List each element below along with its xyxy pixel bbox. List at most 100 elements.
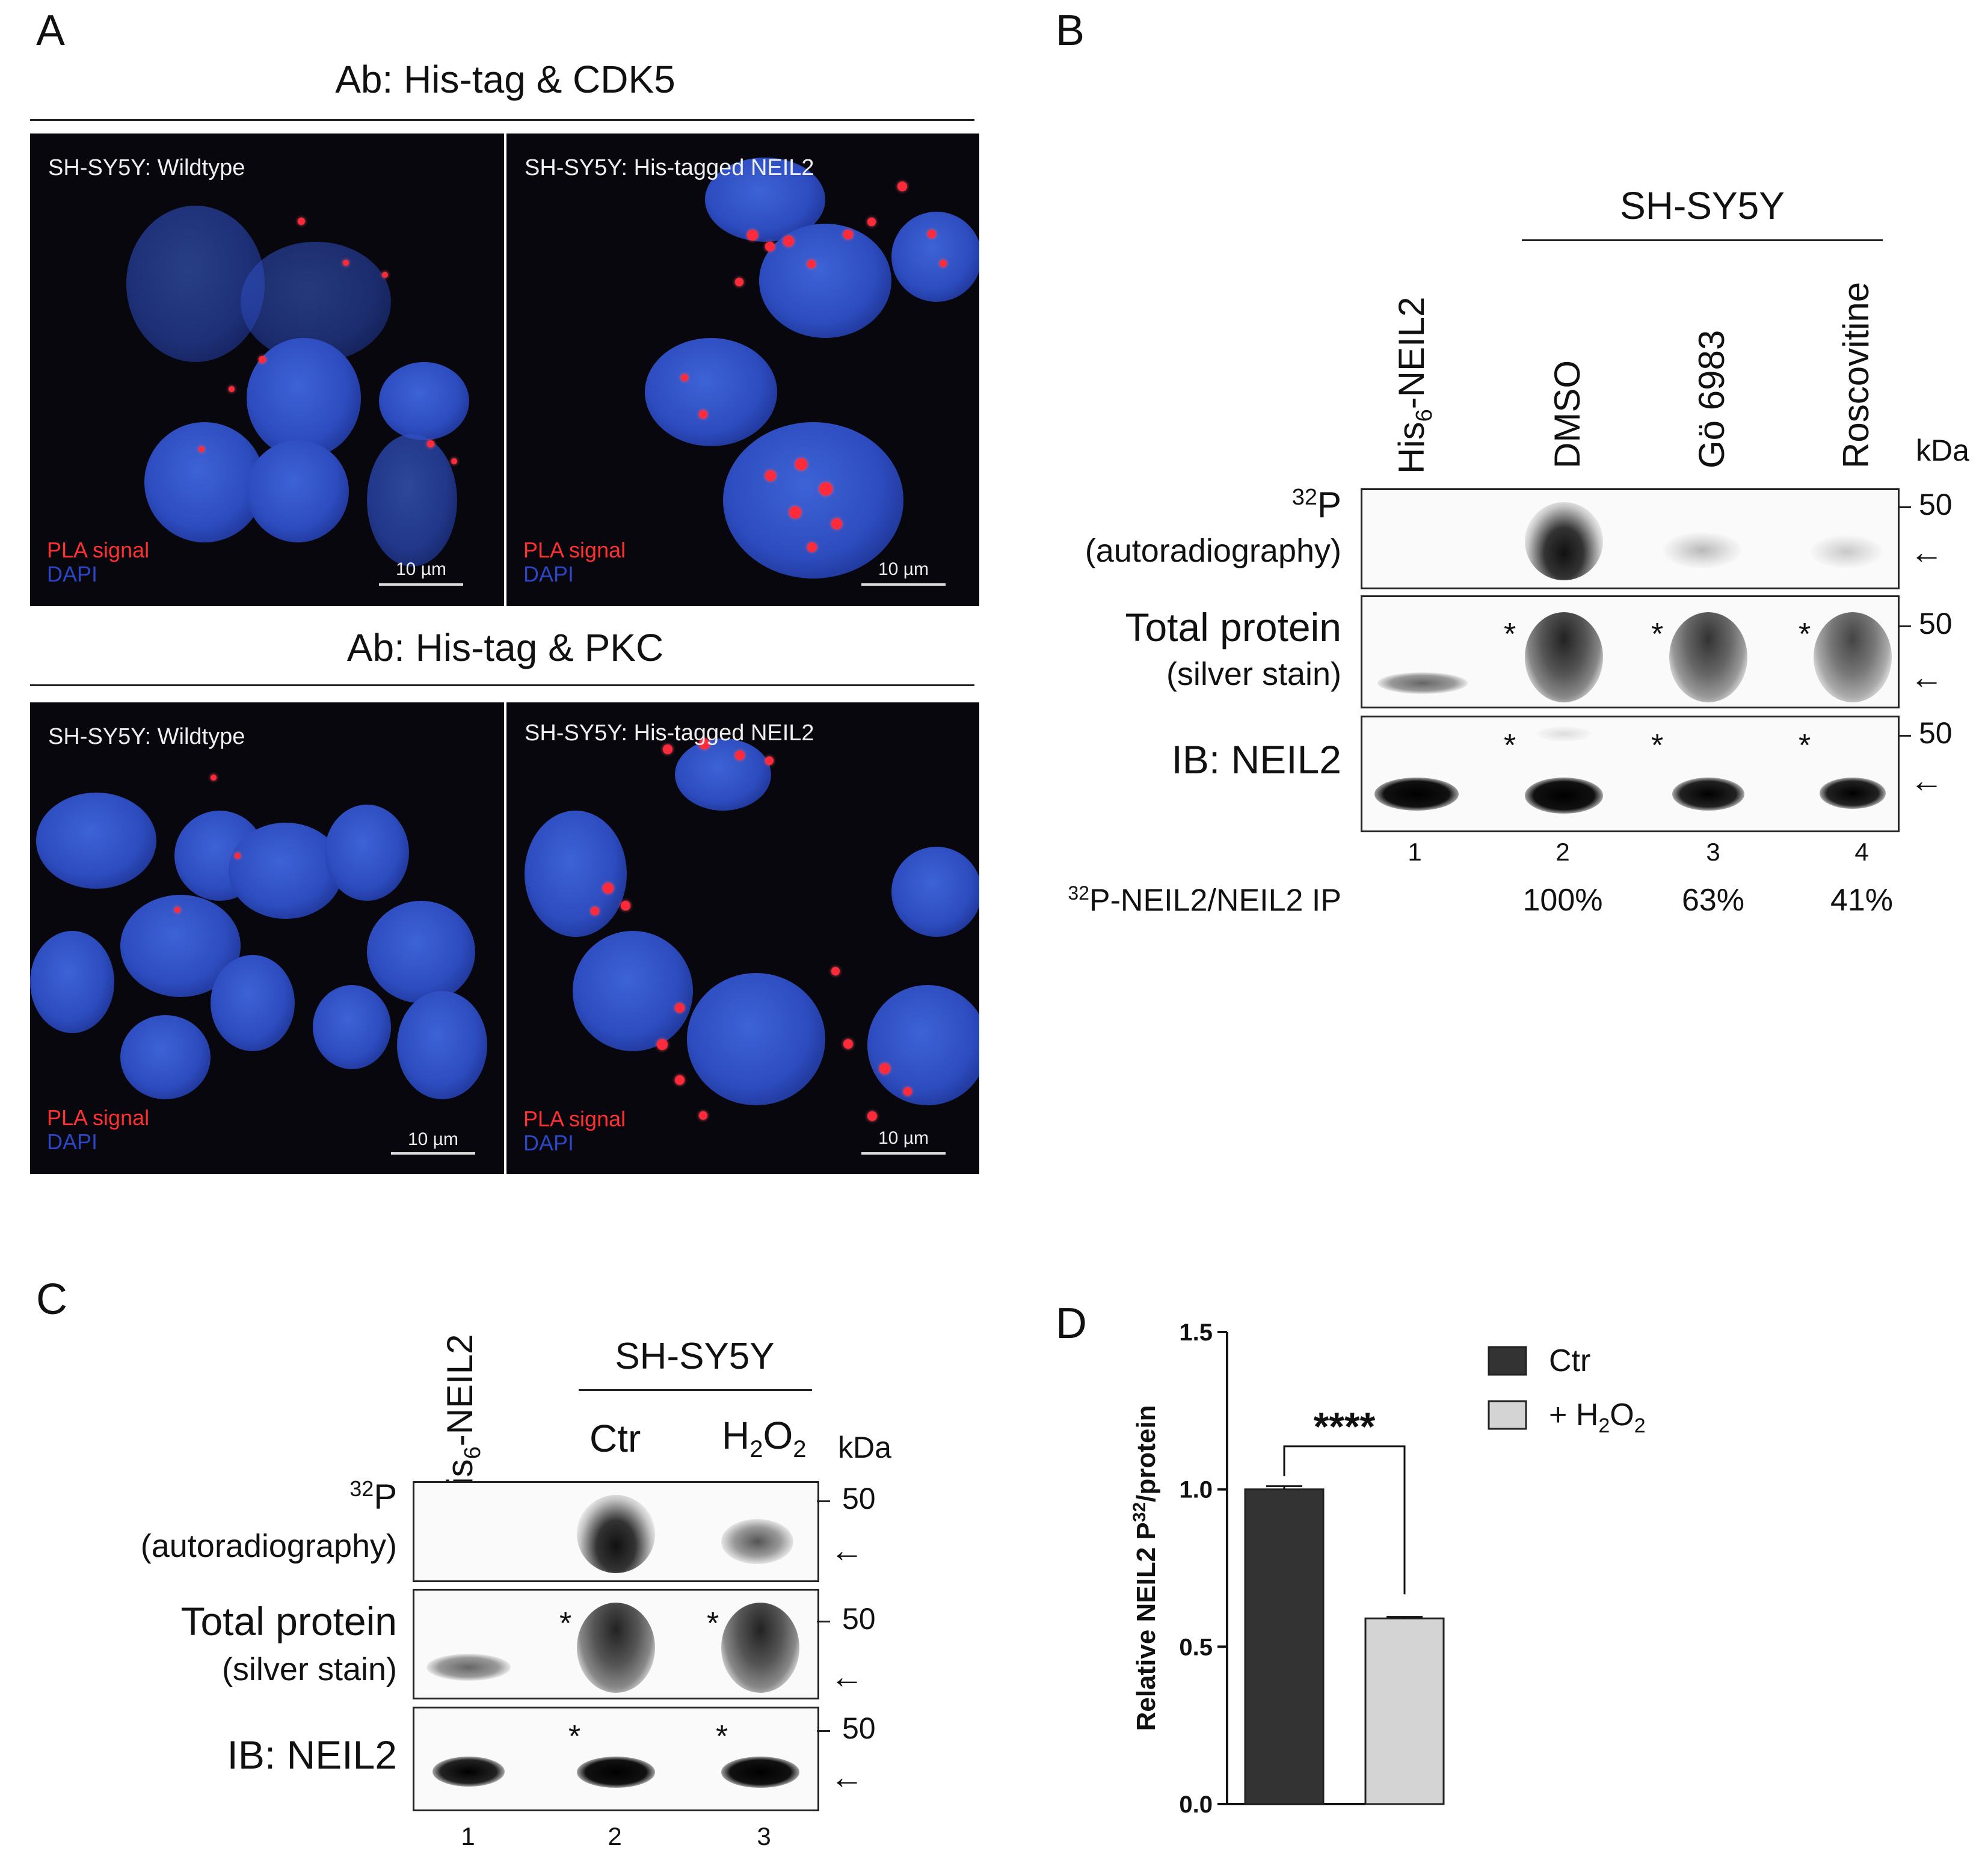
lane-header-h2o2: H2O2 (722, 1414, 807, 1462)
ratio-value: 63% (1681, 883, 1745, 918)
legend-swatch-ctr (1488, 1346, 1527, 1376)
arrow-icon: ← (830, 1758, 864, 1796)
legend-label-h2o2: + H2O2 (1549, 1398, 1646, 1437)
marker-tick (817, 1500, 830, 1502)
micrograph-cdk5-wildtype: SH-SY5Y: Wildtype PLA signal DAPI 10 µm (30, 134, 504, 606)
micrograph-label: SH-SY5Y: His-tagged NEIL2 (525, 720, 814, 746)
panel-b-group-label: SH-SY5Y (1620, 184, 1785, 227)
blot-autoradiography (413, 1481, 819, 1582)
scale-bar (861, 583, 946, 586)
star-marker: * (1651, 617, 1664, 652)
scale-bar-label: 10 µm (878, 1128, 929, 1148)
y-tick-label: 0.0 (1179, 1791, 1213, 1818)
micrograph-label: SH-SY5Y: Wildtype (48, 155, 245, 180)
pla-legend: PLA signal (47, 1105, 150, 1130)
row-label-32p: 32P (1291, 485, 1341, 525)
scale-bar-label: 10 µm (396, 559, 446, 579)
panel-a-bottom-title: Ab: His-tag & PKC (346, 626, 664, 669)
row-label-total-protein: Total protein (1125, 605, 1341, 649)
y-tick-label: 1.5 (1179, 1319, 1213, 1346)
dapi-legend: DAPI (47, 1129, 98, 1154)
panel-a-top-title: Ab: His-tag & CDK5 (335, 58, 675, 101)
marker-tick (1898, 506, 1911, 508)
panel-b-group-rule (1522, 239, 1883, 241)
blot-ib-neil2 (1361, 716, 1900, 832)
star-marker: * (1799, 617, 1811, 652)
legend-label-ctr: Ctr (1549, 1343, 1590, 1378)
scale-bar (391, 1152, 475, 1155)
row-label-ib-neil2: IB: NEIL2 (227, 1733, 397, 1777)
arrow-icon: ← (830, 1531, 864, 1569)
lane-number: 2 (608, 1822, 622, 1850)
marker-tick (817, 1621, 830, 1622)
blot-silver-stain (1361, 595, 1900, 708)
lane-number: 3 (757, 1822, 771, 1850)
ratio-label: 32P-NEIL2/NEIL2 IP (1068, 882, 1341, 918)
lane-header-dmso: DMSO (1547, 360, 1587, 468)
marker-50: 50 (842, 1602, 876, 1636)
y-axis-label: Relative NEIL2 P32/protein (1130, 1405, 1161, 1731)
panel-letter-b: B (1056, 7, 1085, 55)
star-marker: * (1651, 728, 1664, 763)
marker-50: 50 (842, 1711, 876, 1745)
marker-50: 50 (842, 1482, 876, 1515)
row-label-silver-stain: (silver stain) (221, 1651, 397, 1687)
star-marker: * (716, 1719, 728, 1754)
scale-bar-label: 10 µm (408, 1129, 458, 1149)
star-marker: * (1799, 728, 1811, 763)
micrograph-pkc-his-tagged: SH-SY5Y: His-tagged NEIL2 PLA signal DAP… (506, 702, 979, 1174)
pla-legend: PLA signal (47, 538, 150, 562)
y-tick-label: 1.0 (1179, 1477, 1213, 1503)
marker-50: 50 (1919, 716, 1953, 750)
panel-letter-c: C (36, 1275, 67, 1324)
marker-50: 50 (1919, 488, 1953, 521)
star-marker: * (568, 1719, 581, 1754)
arrow-icon: ← (1910, 761, 1943, 799)
bar-chart-d: 0.0 0.5 1.0 1.5 Relative NEIL2 P32/protein **… (1130, 1319, 1646, 1818)
arrow-icon: ← (830, 1657, 864, 1695)
marker-tick (1898, 625, 1911, 627)
scale-bar (379, 583, 463, 586)
micrograph-cdk5-his-tagged: SH-SY5Y: His-tagged NEIL2 PLA signal DAP… (506, 134, 979, 606)
dapi-legend: DAPI (523, 562, 574, 586)
marker-tick (817, 1730, 830, 1732)
panel-letter-a: A (36, 7, 66, 55)
lane-number: 3 (1706, 838, 1720, 866)
panel-a-top-rule (30, 119, 974, 121)
star-marker: * (1504, 728, 1516, 763)
lane-header-roscovitine: Roscovitine (1836, 281, 1876, 468)
micrograph-pkc-wildtype: SH-SY5Y: Wildtype PLA signal DAPI 10 µm (30, 702, 504, 1174)
row-label-32p: 32P (349, 1476, 397, 1517)
panel-letter-d: D (1056, 1300, 1087, 1348)
y-tick-label: 0.5 (1179, 1634, 1213, 1660)
row-label-silver-stain: (silver stain) (1166, 656, 1341, 692)
lane-number: 2 (1556, 838, 1570, 866)
pla-legend: PLA signal (523, 1106, 626, 1131)
marker-50: 50 (1919, 607, 1953, 640)
bar-2 (1364, 1617, 1445, 1805)
blot-silver-stain (413, 1589, 819, 1699)
micrograph-label: SH-SY5Y: His-tagged NEIL2 (525, 155, 814, 180)
panel-a-bottom-rule (30, 684, 974, 686)
bar-1 (1244, 1488, 1325, 1805)
lane-number: 1 (1408, 838, 1422, 866)
kda-label: kDa (1916, 434, 1969, 467)
star-marker: * (1504, 617, 1516, 652)
dapi-legend: DAPI (47, 562, 98, 586)
row-label-total-protein: Total protein (180, 1599, 397, 1644)
row-label-autoradiography: (autoradiography) (140, 1528, 397, 1564)
marker-tick (1898, 735, 1911, 737)
kda-label: kDa (838, 1431, 891, 1464)
arrow-icon: ← (1910, 658, 1943, 696)
row-label-ib-neil2: IB: NEIL2 (1171, 737, 1341, 782)
ratio-value: 100% (1522, 883, 1603, 918)
star-marker: * (559, 1606, 572, 1641)
panel-c-group-rule (579, 1389, 812, 1391)
panel-c-group-label: SH-SY5Y (615, 1336, 775, 1377)
dapi-legend: DAPI (523, 1131, 574, 1155)
scale-bar-label: 10 µm (878, 559, 929, 579)
ratio-value: 41% (1830, 883, 1894, 918)
star-marker: * (707, 1606, 719, 1641)
lane-header-ctr: Ctr (589, 1417, 641, 1460)
significance-bracket (1283, 1445, 1406, 1595)
